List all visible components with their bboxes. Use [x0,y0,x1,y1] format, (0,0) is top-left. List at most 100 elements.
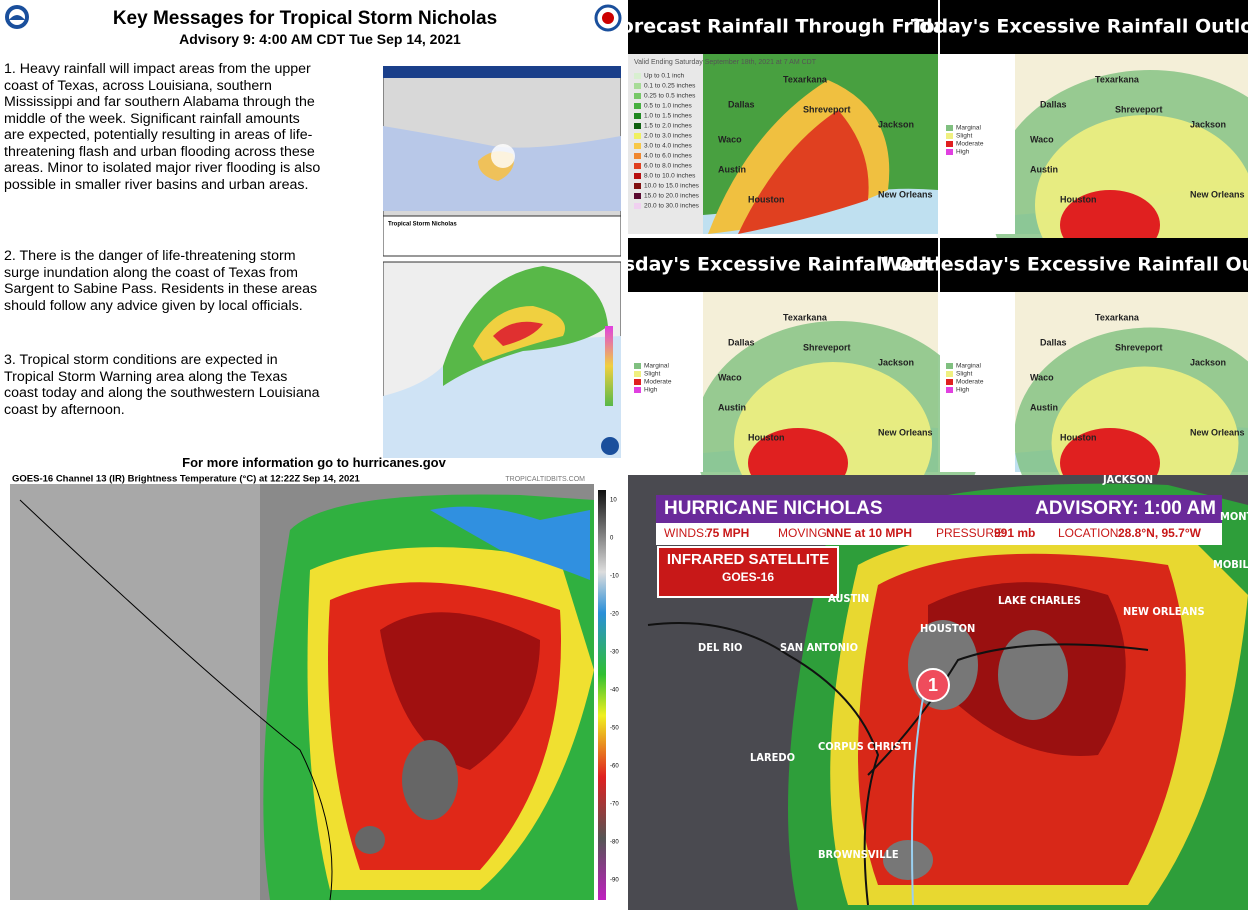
legend-label: 2.0 to 3.0 inches [644,133,692,140]
legend-swatch [946,149,953,155]
legend-label: Slight [956,133,972,140]
footer-link: For more information go to hurricanes.go… [182,455,446,470]
legend-swatch [634,73,641,79]
legend-label: 0.5 to 1.0 inches [644,103,692,110]
legend-swatch [634,153,641,159]
tv-info: NNE at 10 MPH [826,526,912,540]
city-label: Austin [1030,402,1058,412]
scale-label: -40 [610,688,619,694]
legend-swatch [946,371,953,377]
panel-title: Tuesday's Excessive Rainfall Outlook [628,254,980,276]
legend-swatch [634,123,641,129]
legend-label: Moderate [644,379,672,386]
city-label: Houston [748,432,785,442]
city-label: JACKSON [1102,475,1153,486]
legend-swatch [946,141,953,147]
city-label: HOUSTON [920,622,975,635]
city-label: Jackson [878,119,914,129]
scale-label: -20 [610,612,619,618]
tv-box-sub: GOES-16 [722,570,774,584]
legend-swatch [634,133,641,139]
risk-moderate [748,428,848,475]
scale-label: -70 [610,802,619,808]
legend-swatch [946,125,953,131]
wpc-panels: Forecast Rainfall Through Friday Valid En… [628,0,1248,475]
city-label: DEL RIO [698,641,742,654]
scale-label: 10 [610,498,617,504]
nws-logo [594,4,622,32]
city-label: Dallas [1040,99,1067,109]
tv-info: 75 MPH [706,526,749,540]
satellite-header: GOES-16 Channel 13 (IR) Brightness Tempe… [12,474,361,485]
nhc-maps: Tropical Storm Nicholas [383,66,621,458]
legend-swatch [946,379,953,385]
city-label: Dallas [728,99,755,109]
scale-label: -80 [610,840,619,846]
scale-label: 0 [610,536,614,542]
city-label: New Orleans [1190,189,1245,199]
storm-number: 1 [928,675,938,695]
legend-label: Up to 0.1 inch [644,73,684,80]
legend-label: 0.1 to 0.25 inches [644,83,696,90]
scale-label: -30 [610,650,619,656]
message: 1. Heavy rainfall will impact areas from… [4,61,321,193]
legend-swatch [634,193,641,199]
legend-label: 15.0 to 20.0 inches [644,193,700,200]
legend-label: 20.0 to 30.0 inches [644,203,700,210]
legend-label: 4.0 to 6.0 inches [644,153,692,160]
city-label: AUSTIN [828,592,869,605]
city-label: Jackson [1190,119,1226,129]
scale-label: -10 [610,574,619,580]
city-label: Dallas [1040,337,1067,347]
legend-label: Marginal [644,363,669,370]
city-label: Waco [718,372,742,382]
city-label: Dallas [728,337,755,347]
city-label: CORPUS CHRISTI [818,740,912,753]
city-label: NEW ORLEANS [1123,605,1205,618]
legend-label: High [644,387,658,394]
risk-moderate [1060,428,1160,475]
city-label: SAN ANTONIO [780,641,858,654]
tv-info: 28.8°N, 95.7°W [1118,526,1202,540]
legend-label: 1.5 to 2.0 inches [644,123,692,130]
legend-swatch [634,363,641,369]
scale-label: -60 [610,764,619,770]
legend-label: Moderate [956,141,984,148]
city-label: Austin [1030,164,1058,174]
city-label: Texarkana [783,312,828,322]
city-label: Texarkana [1095,74,1140,84]
satellite-panel: GOES-16 Channel 13 (IR) Brightness Tempe… [0,470,628,910]
city-label: New Orleans [1190,427,1245,437]
legend-swatch [634,371,641,377]
tv-title: HURRICANE NICHOLAS [664,498,883,519]
city-label: Waco [718,134,742,144]
message: 3. Tropical storm conditions are expecte… [4,352,320,418]
panel-title-bar [628,238,938,292]
satellite-credit: TROPICALTIDBITS.COM [505,476,585,483]
city-label: Houston [1060,194,1097,204]
tv-advisory: ADVISORY: 1:00 AM [1035,498,1216,519]
tv-info: WINDS: [664,526,707,540]
scale-label: -50 [610,726,619,732]
city-label: Texarkana [783,74,828,84]
city-label: Houston [1060,432,1097,442]
legend-swatch [634,173,641,179]
legend-swatch [946,387,953,393]
city-label: Houston [748,194,785,204]
scale-label: -90 [610,878,619,884]
tv-panel: HURRICANE NICHOLAS ADVISORY: 1:00 AM WINDS… [628,475,1248,910]
panel-title-bar [628,0,938,54]
city-label: Jackson [1190,357,1226,367]
panel-title-bar [940,0,1248,54]
city-label: Shreveport [1115,342,1163,352]
panel-title: Today's Excessive Rainfall Outlook [911,16,1248,38]
tv-info: 991 mb [994,526,1035,540]
city-label: Shreveport [1115,104,1163,114]
cone-caption: Tropical Storm Nicholas [388,222,457,228]
panel-title: Forecast Rainfall Through Friday [628,16,958,38]
legend-label: 0.25 to 0.5 inches [644,93,696,100]
city-label: New Orleans [878,427,933,437]
legend-swatch [946,133,953,139]
legend-swatch [634,203,641,209]
